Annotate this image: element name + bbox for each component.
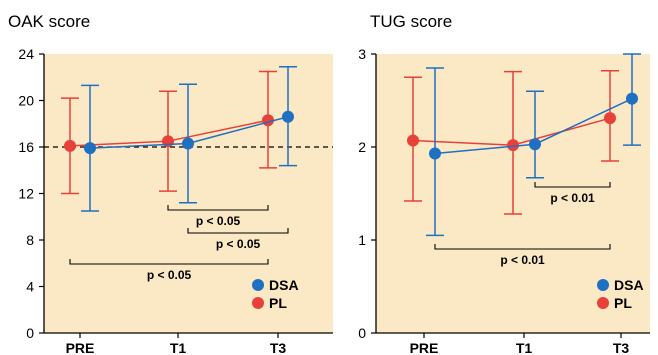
panel1-y-tick-label: 0 (26, 325, 34, 341)
panel2-data-point-pl (407, 134, 419, 147)
panel2-data-point-dsa (429, 147, 441, 160)
panel2-y-tick-label: 2 (358, 139, 366, 155)
panel2-data-point-pl (604, 112, 616, 125)
panel1-x-tick-label: PRE (66, 340, 95, 355)
panel2-significance-label: p < 0.01 (550, 191, 595, 205)
panel1-legend-label-pl: PL (269, 295, 287, 311)
panel2-legend-label-dsa: DSA (614, 277, 644, 293)
panel2-chart-title: TUG score (370, 12, 452, 31)
panel1-significance-bracket (187, 228, 289, 234)
panel1-data-point-pl (64, 139, 76, 152)
panel2-data-point-dsa (529, 138, 541, 151)
panel2-y-tick-label: 0 (358, 325, 366, 341)
panel2-x-tick-label: T1 (516, 340, 533, 355)
panel2-y-tick-label: 3 (358, 46, 366, 62)
panel1-data-point-dsa (182, 137, 194, 150)
panel2-significance-bracket (434, 244, 611, 250)
panel1-significance-label: p < 0.05 (216, 237, 261, 251)
panel1-significance-label: p < 0.05 (196, 214, 241, 228)
panel2-data-point-dsa (626, 92, 638, 105)
panel1-chart-title: OAK score (8, 12, 90, 31)
panel2-y-tick-label: 1 (358, 232, 366, 248)
panel2-significance-label: p < 0.01 (500, 253, 545, 267)
panel2-legend-marker-dsa (597, 279, 609, 291)
panel1-y-tick-label: 20 (18, 93, 34, 109)
panel1-data-point-dsa (84, 142, 96, 155)
panel1-y-tick-label: 12 (18, 186, 34, 202)
panel2-x-tick-label: PRE (410, 340, 439, 355)
panel1-legend-marker-dsa (252, 279, 264, 291)
panel1-y-tick-label: 24 (18, 46, 34, 62)
panel1-y-tick-label: 8 (26, 232, 34, 248)
panel1-data-point-dsa (282, 110, 294, 123)
panel1-significance-bracket (167, 205, 269, 211)
panel2-legend-marker-pl (597, 297, 609, 309)
panel2-x-tick-label: T3 (613, 340, 630, 355)
panel1-x-tick-label: T3 (270, 340, 287, 355)
panel2-data-point-pl (507, 139, 519, 152)
panel1-legend-marker-pl (252, 297, 264, 309)
panel1-y-tick-label: 4 (26, 279, 34, 295)
panel1-y-tick-label: 16 (18, 139, 34, 155)
panel2-legend-label-pl: PL (614, 295, 632, 311)
panel1-significance-bracket (69, 259, 269, 265)
panel1-x-tick-label: T1 (170, 340, 187, 355)
panel1-significance-label: p < 0.05 (147, 268, 192, 282)
panel1-legend-label-dsa: DSA (269, 277, 299, 293)
panel2-significance-bracket (534, 182, 611, 188)
